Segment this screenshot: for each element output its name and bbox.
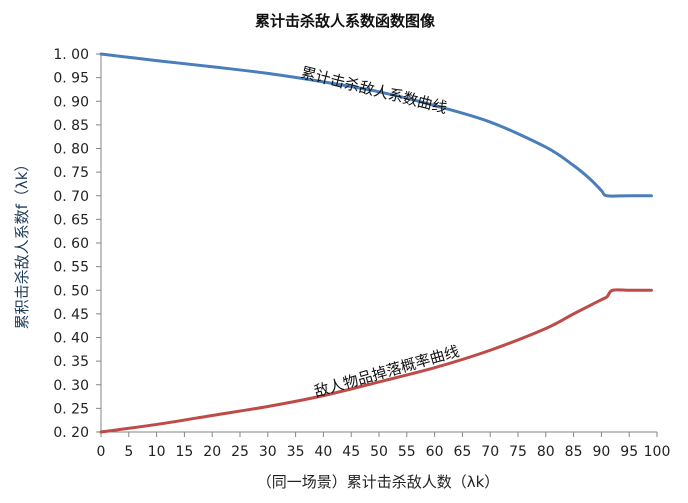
x-tick-label: 15: [175, 444, 193, 460]
x-tick-label: 30: [259, 444, 277, 460]
y-tick-label: 0. 65: [53, 212, 89, 228]
x-tick-label: 0: [97, 444, 106, 460]
x-tick-label: 35: [287, 444, 305, 460]
x-tick-label: 80: [537, 444, 555, 460]
y-tick-label: 0. 55: [53, 260, 89, 276]
y-tick-label: 0. 30: [53, 378, 89, 394]
y-axis-label: 累积击杀敌人系数f（λk）: [13, 157, 31, 330]
y-tick-label: 1. 00: [53, 47, 89, 63]
x-axis-label: （同一场景）累计击杀敌人数（λk）: [257, 473, 500, 491]
x-tick-label: 50: [370, 444, 388, 460]
series-line-drop-probability: [99, 288, 653, 434]
y-tick-label: 0. 25: [53, 401, 89, 417]
series-label-drop-probability: 敌人物品掉落概率曲线: [312, 342, 461, 401]
x-tick-label: 10: [148, 444, 166, 460]
x-tick-label: 95: [620, 444, 638, 460]
x-tick-label: 5: [124, 444, 133, 460]
x-tick-label: 20: [203, 444, 221, 460]
y-tick-label: 0. 70: [53, 189, 89, 205]
y-tick-label: 0. 80: [53, 142, 89, 158]
x-tick-label: 25: [231, 444, 249, 460]
x-tick-label: 65: [453, 444, 471, 460]
x-tick-label: 100: [644, 444, 671, 460]
y-tick-label: 0. 60: [53, 236, 89, 252]
y-tick-label: 0. 95: [53, 71, 89, 87]
series-label-kill-coefficient: 累计击杀敌人系数曲线: [299, 63, 449, 117]
series-group: [99, 52, 653, 434]
x-tick-label: 90: [592, 444, 610, 460]
x-tick-label: 70: [481, 444, 499, 460]
y-tick-label: 0. 40: [53, 331, 89, 347]
x-tick-label: 85: [565, 444, 583, 460]
y-tick-label: 0. 45: [53, 307, 89, 323]
y-tick-label: 0. 90: [53, 94, 89, 110]
y-tick-label: 0. 20: [53, 425, 89, 441]
chart-title: 累计击杀敌人系数函数图像: [255, 12, 436, 30]
axes: 0. 20 0. 25 0. 30 0. 35 0. 40 0. 45 0. 50 0. 55…: [53, 47, 670, 460]
y-tick-label: 0. 85: [53, 118, 89, 134]
x-tick-label: 45: [342, 444, 360, 460]
y-tick-label: 0. 75: [53, 165, 89, 181]
y-tick-label: 0. 35: [53, 354, 89, 370]
y-tick-label: 0. 50: [53, 283, 89, 299]
series-line-kill-coefficient: [99, 52, 653, 198]
x-tick-label: 55: [398, 444, 416, 460]
x-tick-label: 75: [509, 444, 527, 460]
x-tick-label: 60: [426, 444, 444, 460]
x-tick-label: 40: [314, 444, 332, 460]
